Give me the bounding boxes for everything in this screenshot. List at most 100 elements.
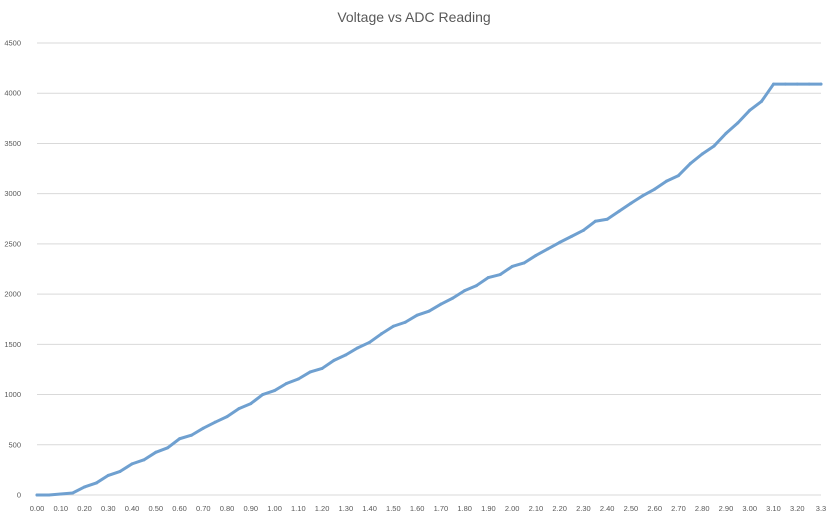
y-axis-labels: 0 500 1000 1500 2000 2500 3000 3500 4000 4500 — [4, 39, 21, 500]
series-line — [35, 82, 823, 497]
data-point — [771, 82, 775, 86]
data-point — [795, 82, 799, 86]
data-point — [344, 353, 348, 357]
x-axis-labels: 0.00 0.10 0.20 0.30 0.40 0.50 0.60 0.70 0.80 0.90… — [30, 504, 827, 513]
x-tick-label: 2.60 — [647, 504, 662, 513]
data-point — [237, 407, 241, 411]
data-point — [688, 162, 692, 166]
data-point — [356, 346, 360, 350]
data-point — [261, 393, 265, 397]
data-point — [700, 152, 704, 156]
x-tick-label: 1.10 — [291, 504, 306, 513]
data-point — [308, 370, 312, 374]
data-point — [284, 382, 288, 386]
data-point — [748, 108, 752, 112]
x-tick-label: 3.3 — [816, 504, 826, 513]
y-tick-label: 4000 — [4, 89, 21, 98]
x-tick-label: 2.00 — [505, 504, 520, 513]
data-point — [415, 313, 419, 317]
data-point — [570, 234, 574, 238]
chart-title: Voltage vs ADC Reading — [337, 9, 490, 25]
data-point — [724, 131, 728, 135]
data-point — [142, 458, 146, 462]
x-tick-label: 0.60 — [172, 504, 187, 513]
data-point — [593, 219, 597, 223]
data-point — [213, 420, 217, 424]
y-tick-label: 4500 — [4, 39, 21, 48]
data-point — [617, 209, 621, 213]
data-point — [463, 289, 467, 293]
x-tick-label: 3.20 — [790, 504, 805, 513]
x-tick-label: 0.00 — [30, 504, 45, 513]
data-point — [189, 433, 193, 437]
data-point — [320, 366, 324, 370]
data-point — [736, 121, 740, 125]
data-point — [83, 485, 87, 489]
x-tick-label: 2.80 — [695, 504, 710, 513]
x-tick-label: 2.20 — [552, 504, 567, 513]
x-tick-label: 0.10 — [53, 504, 68, 513]
data-point — [59, 492, 63, 496]
data-point — [807, 82, 811, 86]
y-tick-label: 2500 — [4, 239, 21, 248]
x-tick-label: 0.70 — [196, 504, 211, 513]
x-tick-label: 0.80 — [220, 504, 235, 513]
x-tick-label: 1.60 — [410, 504, 425, 513]
data-point — [35, 493, 39, 497]
data-point — [94, 481, 98, 485]
data-point — [403, 320, 407, 324]
data-point — [249, 402, 253, 406]
x-tick-label: 1.20 — [315, 504, 330, 513]
x-tick-label: 1.00 — [267, 504, 282, 513]
y-tick-label: 2000 — [4, 290, 21, 299]
x-tick-label: 2.30 — [576, 504, 591, 513]
data-point — [201, 426, 205, 430]
x-tick-label: 1.80 — [457, 504, 472, 513]
x-tick-label: 2.90 — [719, 504, 734, 513]
data-point — [225, 415, 229, 419]
x-tick-label: 0.90 — [244, 504, 259, 513]
x-tick-label: 0.20 — [77, 504, 92, 513]
x-tick-label: 1.40 — [362, 504, 377, 513]
data-point — [641, 194, 645, 198]
x-tick-label: 2.40 — [600, 504, 615, 513]
data-point — [676, 174, 680, 178]
x-tick-label: 1.30 — [339, 504, 354, 513]
data-point — [178, 437, 182, 441]
y-tick-label: 1500 — [4, 340, 21, 349]
data-point — [510, 264, 514, 268]
data-point — [498, 273, 502, 277]
x-tick-label: 2.50 — [624, 504, 639, 513]
data-point — [475, 284, 479, 288]
data-point — [427, 309, 431, 313]
data-point — [71, 491, 75, 495]
gridlines — [37, 42, 821, 496]
y-tick-label: 3500 — [4, 139, 21, 148]
data-point — [665, 179, 669, 183]
series-layer — [35, 82, 823, 497]
x-tick-label: 2.10 — [529, 504, 544, 513]
x-tick-label: 1.70 — [434, 504, 449, 513]
data-point — [486, 276, 490, 280]
data-point — [819, 82, 823, 86]
x-tick-label: 1.50 — [386, 504, 401, 513]
data-point — [439, 302, 443, 306]
x-tick-label: 0.40 — [125, 504, 140, 513]
data-point — [783, 82, 787, 86]
data-point — [391, 324, 395, 328]
data-point — [47, 493, 51, 497]
x-tick-label: 1.90 — [481, 504, 496, 513]
data-point — [534, 253, 538, 257]
y-tick-label: 3000 — [4, 189, 21, 198]
data-point — [296, 377, 300, 381]
x-tick-label: 0.30 — [101, 504, 116, 513]
y-tick-label: 500 — [8, 440, 21, 449]
data-point — [653, 187, 657, 191]
data-point — [130, 462, 134, 466]
data-point — [166, 446, 170, 450]
data-point — [106, 473, 110, 477]
data-point — [118, 469, 122, 473]
data-point — [273, 389, 277, 393]
